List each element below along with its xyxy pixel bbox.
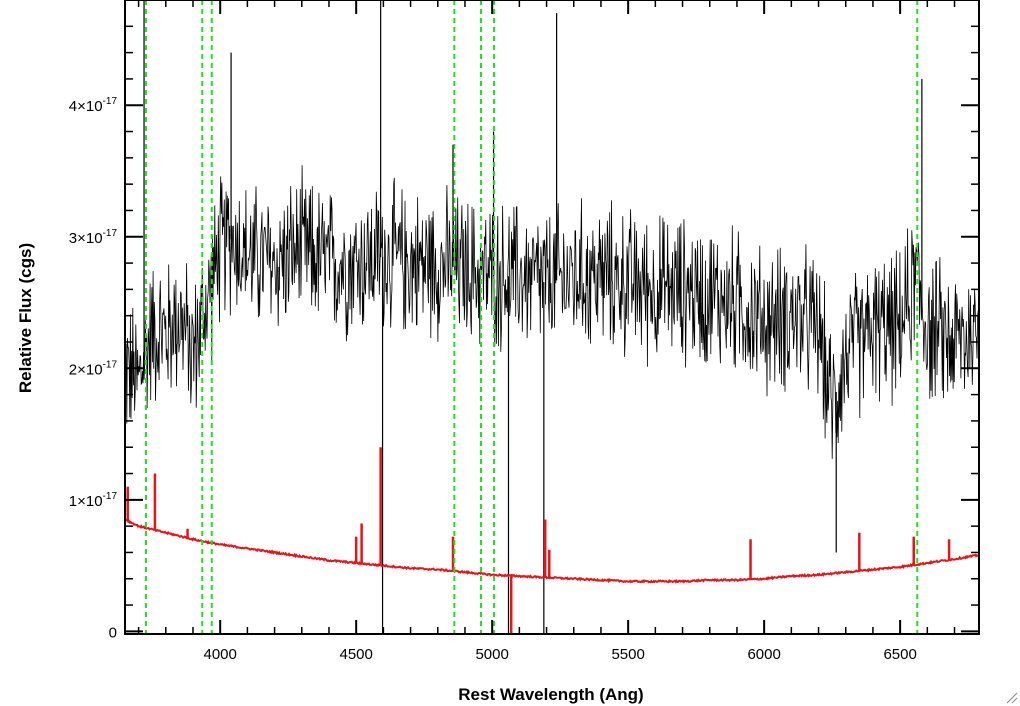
series-1-line bbox=[125, 518, 979, 584]
axis-layer: 4000 4500 5000 5500 6000 6500 0 1×10-17 2×10-17 3… bbox=[69, 0, 980, 663]
x-axis-title: Rest Wavelength (Ang) bbox=[458, 685, 643, 704]
series-0-line bbox=[125, 165, 979, 459]
y-tick-label: 0 bbox=[109, 624, 117, 641]
resize-grip-icon[interactable] bbox=[1004, 690, 1018, 704]
x-tick-label: 5000 bbox=[475, 646, 508, 663]
y-tick-label: 2×10-17 bbox=[69, 359, 118, 378]
y-tick-label: 4×10-17 bbox=[69, 96, 118, 115]
x-tick-label: 6500 bbox=[883, 646, 916, 663]
x-tick-label: 4500 bbox=[339, 646, 372, 663]
y-tick-label: 1×10-17 bbox=[69, 491, 118, 510]
x-tick-label: 4000 bbox=[204, 646, 237, 663]
y-axis-title: Relative Flux (cgs) bbox=[16, 243, 35, 393]
y-tick-label: 3×10-17 bbox=[69, 228, 118, 247]
plot-frame bbox=[124, 0, 980, 635]
x-tick-label: 6000 bbox=[747, 646, 780, 663]
plot-area bbox=[125, 0, 979, 634]
x-tick-label: 5500 bbox=[611, 646, 644, 663]
